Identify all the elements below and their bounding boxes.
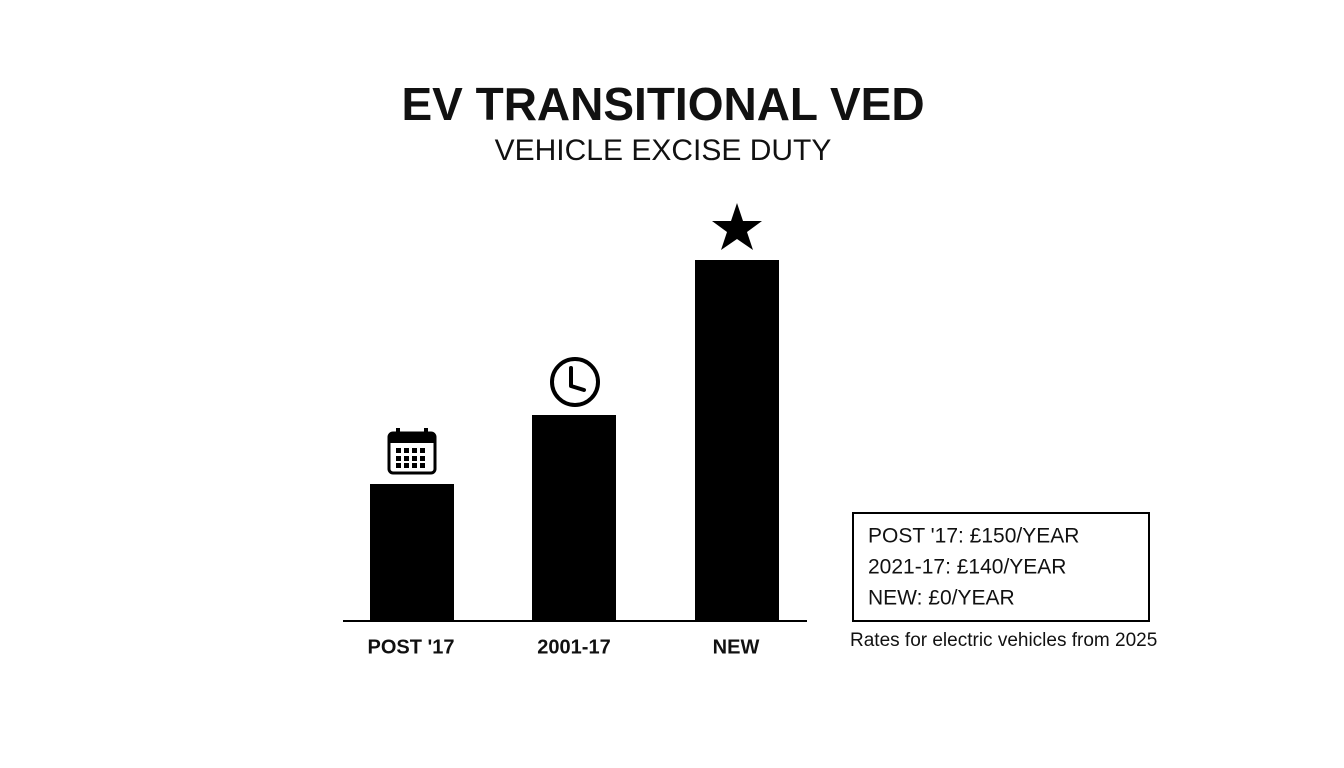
bar [370,484,454,621]
legend-entry: NEW: £0/YEAR [868,587,1015,610]
x-label: 2001-17 [537,636,610,658]
legend-entry: POST '17: £150/YEAR [868,525,1079,548]
bar [695,260,779,621]
calendar-icon [387,428,437,475]
clock-icon [550,357,600,407]
note: Rates for electric vehicles from 2025 [850,630,1157,651]
subtitle: VEHICLE EXCISE DUTY [495,134,832,167]
x-label: POST '17 [367,636,454,658]
title: EV TRANSITIONAL VED [401,78,924,130]
legend-box [852,512,1150,622]
star-icon [712,203,762,250]
bar [532,415,616,621]
legend-entry: 2021-17: £140/YEAR [868,556,1066,579]
x-label: NEW [713,636,760,658]
